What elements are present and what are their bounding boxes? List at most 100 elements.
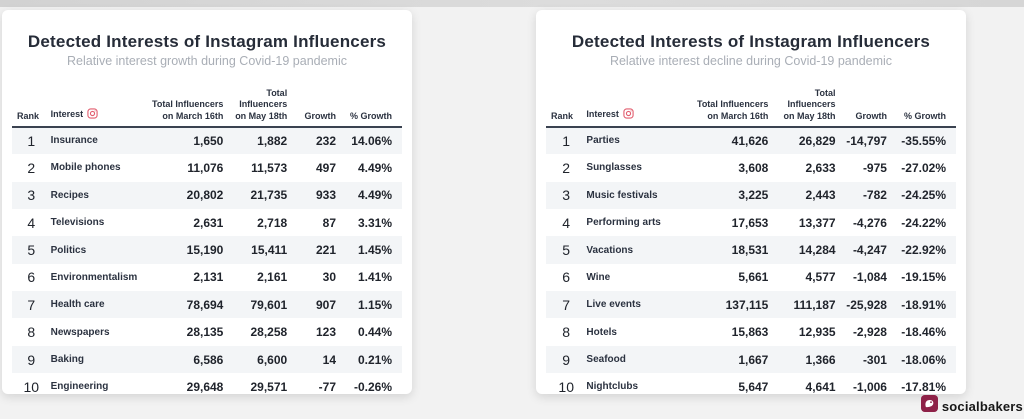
- interest-cell: Performing arts: [586, 217, 661, 229]
- pct-growth-cell: -18.46%: [901, 325, 946, 340]
- march-influencers-cell: 28,135: [186, 325, 224, 340]
- col-influencers-march: Total Influencers on March 16th: [148, 82, 224, 128]
- interest-cell: Environmentalism: [50, 271, 138, 283]
- may-influencers-cell: 28,258: [250, 325, 288, 340]
- growth-cell: 907: [315, 297, 337, 312]
- pct-growth-cell: 1.41%: [357, 270, 392, 285]
- interest-cell: Hotels: [586, 326, 617, 338]
- pct-growth-cell: -24.25%: [901, 188, 946, 203]
- march-influencers-cell: 29,648: [186, 379, 224, 394]
- rank-cell: 9: [27, 351, 36, 368]
- rank-cell: 8: [562, 324, 571, 341]
- table-row: 6 Environmentalism 2,131 2,161 30 1.41%: [12, 264, 402, 291]
- table-row: 4 Performing arts 17,653 13,377 -4,276 -24.22…: [546, 209, 956, 236]
- decline-table-card: Detected Interests of Instagram Influenc…: [536, 10, 966, 395]
- growth-cell: 232: [315, 133, 337, 148]
- brand-name: socialbakers: [941, 398, 1023, 414]
- rank-cell: 1: [27, 132, 36, 149]
- interest-cell: Parties: [586, 135, 620, 147]
- col-rank: Rank: [546, 82, 587, 128]
- table-row: 1 Parties 41,626 26,829 -14,797 -35.55%: [546, 126, 956, 155]
- interest-cell: Health care: [50, 299, 105, 311]
- pct-growth-cell: 14.06%: [351, 133, 392, 148]
- may-influencers-cell: 15,411: [251, 243, 288, 257]
- march-influencers-cell: 137,115: [725, 297, 769, 312]
- interest-cell: Baking: [50, 354, 84, 366]
- pct-growth-cell: -19.15%: [901, 270, 946, 285]
- pct-growth-cell: 0.21%: [357, 352, 392, 367]
- rank-cell: 10: [23, 378, 40, 395]
- table-header-row: Rank Interest Total Influencers on March…: [546, 82, 956, 128]
- growth-cell: -4,276: [852, 215, 887, 230]
- pct-growth-cell: -35.55%: [901, 133, 946, 148]
- pct-growth-cell: 4.49%: [357, 160, 392, 175]
- pct-growth-cell: -22.92%: [901, 243, 946, 257]
- table-row: 3 Music festivals 3,225 2,443 -782 -24.25%: [546, 181, 956, 209]
- decline-table-body: 1 Parties 41,626 26,829 -14,797 -35.55% 2 Sungl…: [546, 126, 956, 401]
- instagram-icon: [87, 107, 98, 122]
- march-influencers-cell: 2,631: [193, 215, 224, 230]
- may-influencers-cell: 79,601: [250, 297, 288, 312]
- pct-growth-cell: 3.31%: [357, 215, 392, 230]
- pct-growth-cell: -0.26%: [353, 379, 392, 394]
- march-influencers-cell: 78,694: [186, 297, 224, 312]
- card-title: Detected Interests of Instagram Influenc…: [27, 32, 387, 51]
- may-influencers-cell: 1,882: [257, 133, 288, 148]
- growth-cell: 497: [315, 160, 337, 175]
- growth-cell: -2,928: [852, 325, 887, 340]
- table-row: 7 Health care 78,694 79,601 907 1.15%: [12, 291, 402, 319]
- growth-cell: 123: [315, 325, 337, 340]
- top-crop-band: [0, 0, 1024, 7]
- table-row: 2 Sunglasses 3,608 2,633 -975 -27.02%: [546, 154, 956, 181]
- may-influencers-cell: 13,377: [798, 215, 836, 230]
- pct-growth-cell: -24.22%: [901, 215, 946, 230]
- table-row: 4 Televisions 2,631 2,718 87 3.31%: [12, 209, 402, 236]
- march-influencers-cell: 18,531: [731, 243, 769, 257]
- growth-cell: -1,006: [852, 379, 887, 394]
- interest-cell: Live events: [586, 299, 641, 311]
- table-row: 9 Baking 6,586 6,600 14 0.21%: [12, 345, 402, 374]
- may-influencers-cell: 2,161: [257, 270, 288, 285]
- table-header-row: Rank Interest Total Influencers on March…: [12, 82, 402, 128]
- interest-cell: Wine: [586, 271, 611, 283]
- may-influencers-cell: 111,187: [793, 297, 836, 312]
- rank-cell: 8: [27, 324, 36, 341]
- growth-table: Rank Interest Total Influencers on March…: [12, 82, 402, 401]
- interest-cell: Seafood: [586, 354, 626, 366]
- table-row: 5 Vacations 18,531 14,284 -4,247 -22.92%: [546, 236, 956, 264]
- may-influencers-cell: 29,571: [250, 379, 288, 394]
- pct-growth-cell: -18.06%: [901, 352, 946, 367]
- rank-cell: 10: [558, 378, 574, 395]
- table-row: 10 Nightclubs 5,647 4,641 -1,006 -17.81%: [546, 373, 956, 400]
- interest-cell: Insurance: [50, 135, 98, 147]
- march-influencers-cell: 15,863: [731, 325, 769, 340]
- col-interest-label: Interest: [50, 108, 84, 119]
- table-row: 8 Newspapers 28,135 28,258 123 0.44%: [12, 318, 402, 345]
- interest-cell: Newspapers: [50, 326, 110, 338]
- col-influencers-march: Total Influencers on March 16th: [689, 82, 769, 128]
- interest-cell: Recipes: [50, 189, 89, 201]
- table-row: 6 Wine 5,661 4,577 -1,084 -19.15%: [546, 264, 956, 291]
- rank-cell: 5: [562, 242, 571, 258]
- rank-cell: 7: [27, 296, 36, 313]
- may-influencers-cell: 2,443: [805, 188, 836, 203]
- rank-cell: 7: [562, 296, 571, 313]
- may-influencers-cell: 14,284: [798, 243, 836, 257]
- interest-cell: Vacations: [586, 244, 634, 256]
- growth-cell: -975: [862, 160, 887, 175]
- interest-cell: Engineering: [50, 381, 109, 393]
- col-interest-label: Interest: [586, 108, 619, 119]
- interest-cell: Sunglasses: [586, 162, 642, 174]
- col-pct-growth: % Growth: [336, 82, 402, 128]
- rank-cell: 1: [562, 132, 571, 149]
- may-influencers-cell: 4,577: [805, 270, 836, 285]
- rank-cell: 6: [562, 269, 571, 286]
- may-influencers-cell: 4,641: [805, 379, 836, 394]
- march-influencers-cell: 17,653: [731, 215, 769, 230]
- table-row: 10 Engineering 29,648 29,571 -77 -0.26%: [12, 373, 402, 400]
- rank-cell: 9: [562, 351, 571, 368]
- may-influencers-cell: 1,366: [805, 352, 836, 367]
- socialbakers-logo: socialbakers: [920, 395, 1023, 417]
- table-row: 1 Insurance 1,650 1,882 232 14.06%: [12, 126, 402, 155]
- pct-growth-cell: -18.91%: [901, 297, 946, 312]
